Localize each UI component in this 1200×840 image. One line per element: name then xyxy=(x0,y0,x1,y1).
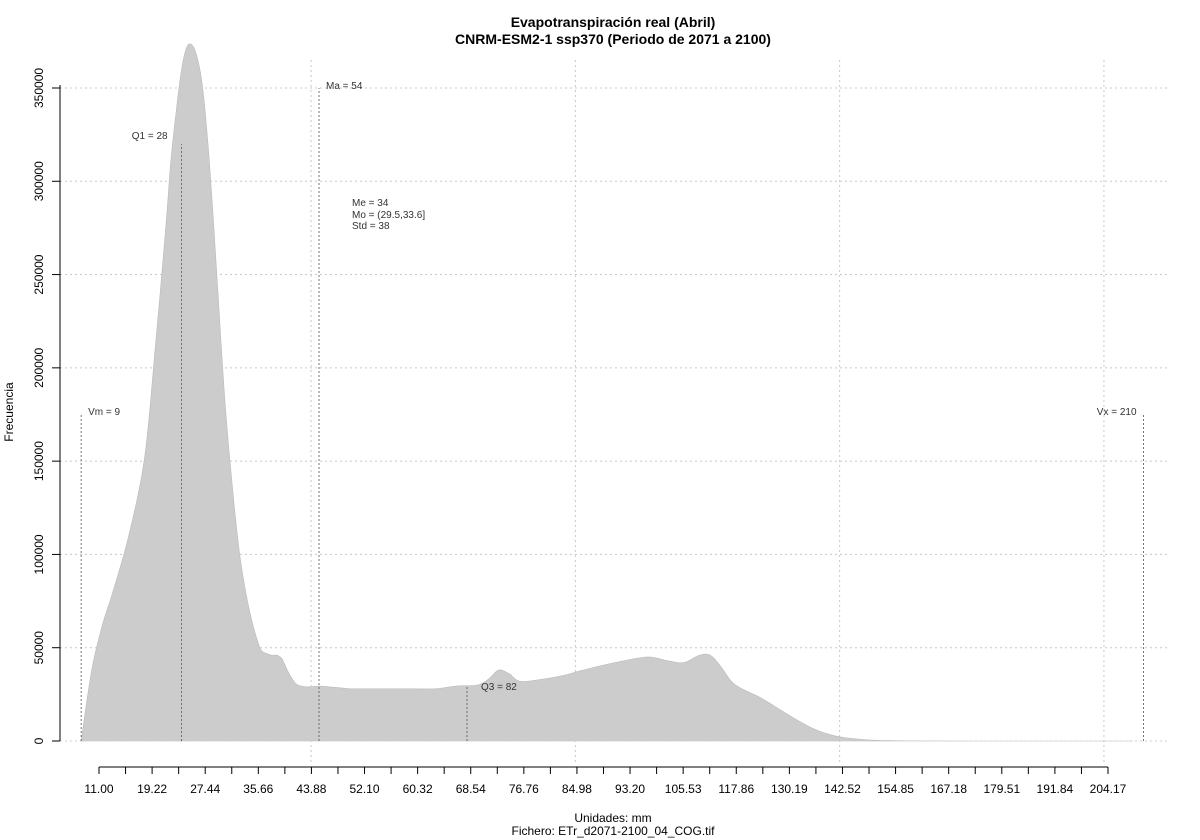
file-caption: Fichero: ETr_d2071-2100_04_COG.tif xyxy=(512,824,716,838)
x-tick-label: 167.18 xyxy=(930,782,967,796)
x-tick-label: 68.54 xyxy=(456,782,486,796)
stats-annotation: Me = 34 Mo = (29.5,33.6] Std = 38 xyxy=(352,198,425,232)
x-tick-label: 19.22 xyxy=(137,782,167,796)
x-tick-label: 105.53 xyxy=(665,782,702,796)
x-tick-label: 76.76 xyxy=(509,782,539,796)
x-tick-label: 35.66 xyxy=(243,782,273,796)
ref-line-label: Ma = 54 xyxy=(326,81,363,92)
x-tick-label: 142.52 xyxy=(824,782,861,796)
x-tick-label: 117.86 xyxy=(718,782,754,796)
x-tick-label: 11.00 xyxy=(84,782,113,796)
y-axis-title: Frecuencia xyxy=(2,382,16,442)
y-tick-label: 100000 xyxy=(32,534,46,574)
x-tick-label: 154.85 xyxy=(877,782,914,796)
ref-line-label: Q1 = 28 xyxy=(132,131,168,142)
stat-median: Me = 34 xyxy=(352,198,389,209)
y-tick-label: 300000 xyxy=(32,161,46,201)
x-tick-label: 60.32 xyxy=(403,782,433,796)
x-tick-label: 179.51 xyxy=(983,782,1020,796)
ref-line-label: Vm = 9 xyxy=(88,407,120,418)
reference-lines: Vm = 9 Q1 = 28 Ma = 54 Q3 = 82 Vx = 210 xyxy=(80,81,1144,741)
y-tick-label: 250000 xyxy=(32,254,46,294)
x-tick-label: 130.19 xyxy=(771,782,808,796)
y-tick-label: 350000 xyxy=(32,68,46,108)
x-tick-label: 191.84 xyxy=(1037,782,1074,796)
x-axis-title: Unidades: mm xyxy=(574,811,651,825)
density-area-path xyxy=(80,43,1133,742)
stat-mode: Mo = (29.5,33.6] xyxy=(352,210,425,221)
stat-std: Std = 38 xyxy=(352,221,390,232)
y-tick-label: 0 xyxy=(32,737,46,744)
y-tick-label: 200000 xyxy=(32,348,46,388)
y-axis: 0 50000 100000 150000 200000 250000 300000 3500… xyxy=(32,68,61,744)
density-area xyxy=(60,43,1170,742)
x-tick-label: 43.88 xyxy=(296,782,326,796)
ref-line-label: Vx = 210 xyxy=(1097,407,1137,418)
ref-line-label: Q3 = 82 xyxy=(481,682,517,693)
x-tick-label: 93.20 xyxy=(615,782,645,796)
x-tick-label: 27.44 xyxy=(190,782,220,796)
chart-title: Evapotranspiración real (Abril) xyxy=(511,14,716,30)
y-tick-label: 150000 xyxy=(32,441,46,481)
x-tick-label: 204.17 xyxy=(1090,782,1127,796)
chart-subtitle: CNRM-ESM2-1 ssp370 (Periodo de 2071 a 21… xyxy=(455,31,771,47)
x-tick-label: 52.10 xyxy=(350,782,380,796)
y-tick-label: 50000 xyxy=(32,631,46,665)
x-tick-label: 84.98 xyxy=(562,782,592,796)
x-axis: 11.00 19.22 27.44 35.66 43.88 52.10 60.32 68.54… xyxy=(84,766,1127,796)
